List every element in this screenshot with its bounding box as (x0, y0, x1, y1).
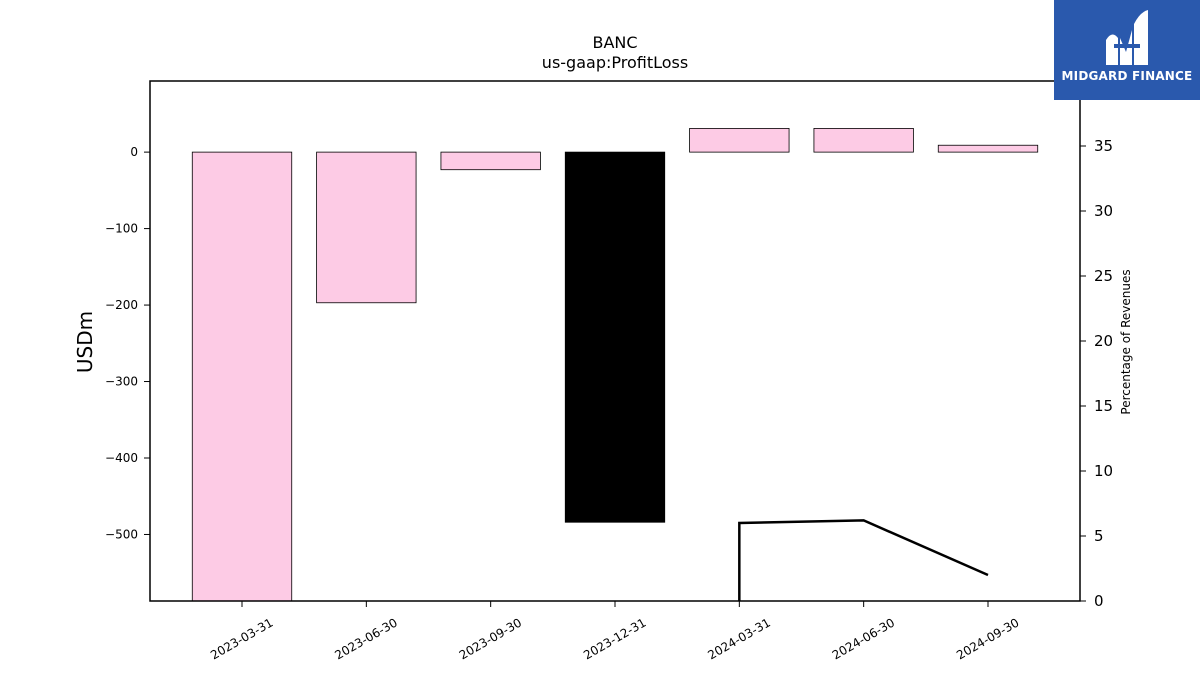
y2-tick-label: 25 (1094, 267, 1113, 285)
y2-tick-label: 35 (1094, 137, 1113, 155)
x-tick-label: 2023-12-31 (581, 615, 648, 662)
y-tick-label: −200 (105, 298, 138, 312)
y2-tick-label: 10 (1094, 462, 1113, 480)
y2-tick-label: 30 (1094, 202, 1113, 220)
y2-tick-label: 5 (1094, 527, 1104, 545)
percentage-line (738, 519, 989, 601)
bar-2024-03-31 (689, 128, 790, 153)
y2-tick-label: 15 (1094, 397, 1113, 415)
chart-subtitle: us-gaap:ProfitLoss (542, 53, 688, 72)
y-tick-label: −500 (105, 527, 138, 541)
y-tick-label: −300 (105, 375, 138, 389)
x-tick-label: 2024-09-30 (954, 615, 1021, 662)
y2-axis-label: Percentage of Revenues (1119, 269, 1133, 414)
y2-tick-label: 20 (1094, 332, 1113, 350)
y2-tick-label: 0 (1094, 592, 1104, 610)
y-tick-label: 0 (130, 145, 138, 159)
x-tick-label: 2023-06-30 (332, 615, 399, 662)
bar-2024-06-30 (813, 128, 914, 153)
bar-2023-12-31 (564, 151, 666, 523)
bar-2023-06-30 (316, 151, 417, 304)
bar-2023-03-31 (191, 151, 293, 602)
chart-title: BANC (592, 33, 637, 52)
bar-2023-09-30 (440, 151, 541, 171)
x-tick-label: 2023-09-30 (457, 615, 524, 662)
x-tick-label: 2024-06-30 (830, 615, 897, 662)
y-tick-label: −400 (105, 451, 138, 465)
y-tick-label: −100 (105, 222, 138, 236)
x-tick-label: 2024-03-31 (705, 615, 772, 662)
y-axis-label: USDm (73, 311, 97, 373)
x-tick-label: 2023-03-31 (208, 615, 275, 662)
logo-mark-icon (1106, 10, 1148, 65)
bar-2024-09-30 (937, 144, 1039, 153)
midgard-finance-logo: MIDGARD FINANCE (1054, 0, 1200, 100)
logo-text: MIDGARD FINANCE (1061, 69, 1193, 83)
